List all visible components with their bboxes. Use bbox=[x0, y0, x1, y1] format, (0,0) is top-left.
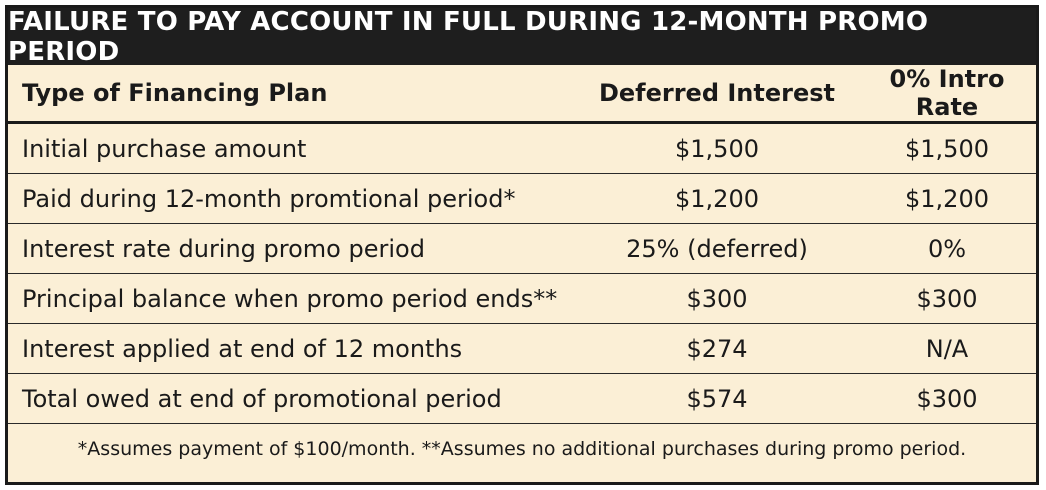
row-label: Total owed at end of promotional period bbox=[8, 373, 588, 424]
table-title: FAILURE TO PAY ACCOUNT IN FULL DURING 12… bbox=[8, 7, 1036, 67]
header-intro-rate: 0% Intro Rate bbox=[858, 65, 1036, 124]
row-label: Interest rate during promo period bbox=[8, 223, 588, 274]
deferred-value: $574 bbox=[588, 373, 858, 424]
deferred-value: $274 bbox=[588, 323, 858, 374]
comparison-table: Type of Financing Plan Deferred Interest… bbox=[8, 65, 1036, 424]
deferred-value: 25% (deferred) bbox=[588, 223, 858, 274]
table-row: Initial purchase amount $1,500 $1,500 bbox=[8, 122, 1036, 174]
table-row: Interest applied at end of 12 months $27… bbox=[8, 323, 1036, 374]
table-row: Interest rate during promo period 25% (d… bbox=[8, 223, 1036, 274]
table-row: Total owed at end of promotional period … bbox=[8, 373, 1036, 424]
deferred-value: $300 bbox=[588, 273, 858, 324]
financing-comparison-card: FAILURE TO PAY ACCOUNT IN FULL DURING 12… bbox=[5, 5, 1039, 485]
deferred-value: $1,500 bbox=[588, 122, 858, 174]
intro-value: $1,200 bbox=[858, 173, 1036, 224]
deferred-value: $1,200 bbox=[588, 173, 858, 224]
intro-value: $300 bbox=[858, 273, 1036, 324]
row-label: Paid during 12-month promtional period* bbox=[8, 173, 588, 224]
intro-value: 0% bbox=[858, 223, 1036, 274]
intro-value: N/A bbox=[858, 323, 1036, 374]
header-row: Type of Financing Plan Deferred Interest… bbox=[8, 65, 1036, 124]
row-label: Interest applied at end of 12 months bbox=[8, 323, 588, 374]
row-label: Principal balance when promo period ends… bbox=[8, 273, 588, 324]
intro-value: $1,500 bbox=[858, 122, 1036, 174]
table-row: Principal balance when promo period ends… bbox=[8, 273, 1036, 324]
header-deferred-interest: Deferred Interest bbox=[588, 65, 858, 124]
intro-value: $300 bbox=[858, 373, 1036, 424]
row-label: Initial purchase amount bbox=[8, 122, 588, 174]
footnote: *Assumes payment of $100/month. **Assume… bbox=[77, 438, 967, 460]
header-plan-type: Type of Financing Plan bbox=[8, 65, 588, 124]
table-row: Paid during 12-month promtional period* … bbox=[8, 173, 1036, 224]
